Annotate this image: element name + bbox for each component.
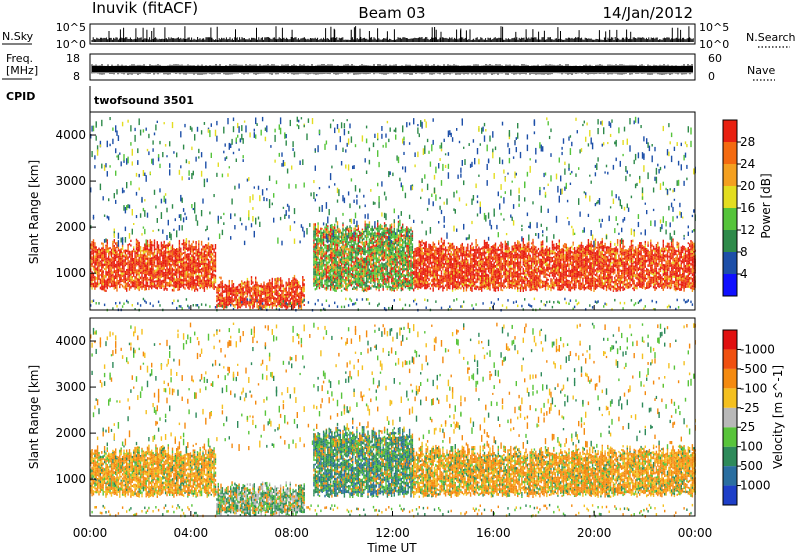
power-colorbar: 4 8 12 16 20 24 28: [722, 119, 755, 297]
colorbar-tick-label: 1000: [740, 479, 771, 493]
cpid-label: CPID: [6, 90, 35, 103]
colorbar-tick-label: 12: [740, 223, 755, 237]
x-axis-ticks: 00:00 04:00 08:00 12:00 16:00 20:00 00:00: [73, 305, 713, 540]
colorbar-segment: [723, 230, 737, 252]
beam-title: Beam 03: [358, 4, 425, 22]
x-tick-label: 00:00: [73, 526, 108, 540]
y-tick-label: 3000: [55, 380, 86, 394]
nsky-right-tick-bottom: 10^0: [699, 38, 729, 51]
colorbar-segment: [723, 252, 737, 274]
nave-tick-top: 60: [708, 52, 722, 65]
cpid-program: twofsound 3501: [94, 94, 194, 107]
colorbar-tick-label: 20: [740, 179, 755, 193]
colorbar-segment: [723, 349, 737, 369]
nsearch-label: N.Search: [746, 31, 796, 44]
colorbar-tick-label: 100: [740, 440, 763, 454]
colorbar-tick-label: -500: [740, 362, 767, 376]
colorbar-segment: [723, 446, 737, 467]
colorbar-tick-label: 28: [740, 135, 755, 149]
freq-left-tick-top: 18: [66, 52, 80, 65]
nsky-left-tick-top: 10^5: [56, 21, 86, 34]
colorbar-tick-label: 25: [740, 420, 755, 434]
colorbar-segment: [723, 330, 737, 350]
velocity-ylabel: Slant Range [km]: [27, 365, 41, 469]
colorbar-segment: [723, 186, 737, 208]
colorbar-tick-label: 500: [740, 459, 763, 473]
freq-unit: [MHz]: [6, 64, 38, 77]
colorbar-segment: [723, 427, 737, 447]
nsky-right-tick-top: 10^5: [699, 21, 729, 34]
colorbar-segment: [723, 368, 737, 389]
x-tick-label: 12:00: [375, 526, 410, 540]
velocity-colorbar-label: Velocity [m s^-1]: [771, 365, 785, 469]
freq-left-tick-bottom: 8: [73, 70, 80, 83]
date-title: 14/Jan/2012: [603, 4, 694, 22]
colorbar-tick-label: -25: [740, 401, 760, 415]
x-tick-label: 00:00: [678, 526, 713, 540]
y-tick-label: 1000: [55, 266, 86, 280]
colorbar-segment: [723, 388, 737, 408]
y-tick-label: 3000: [55, 174, 86, 188]
nsky-label: N.Sky: [2, 30, 34, 43]
velocity-colorbar: 1000 500 100 25 -25 -100 -500 -1000: [722, 329, 775, 506]
power-heatmap: [90, 116, 696, 312]
freq-label: Freq.: [6, 52, 33, 65]
colorbar-tick-label: 16: [740, 201, 755, 215]
colorbar-segment: [723, 164, 737, 186]
nave-tick-bottom: 0: [708, 70, 715, 83]
station-title: Inuvik (fitACF): [92, 0, 198, 17]
colorbar-tick-label: -100: [740, 381, 767, 395]
y-tick-label: 4000: [55, 128, 86, 142]
nsky-trace: [91, 26, 694, 42]
colorbar-frame: [722, 329, 738, 506]
x-tick-label: 04:00: [174, 526, 209, 540]
y-tick-label: 2000: [55, 220, 86, 234]
colorbar-tick-label: -1000: [740, 342, 775, 356]
x-tick-label: 08:00: [274, 526, 309, 540]
y-tick-label: 1000: [55, 472, 86, 486]
colorbar-segment: [723, 142, 737, 164]
colorbar-tick-label: 24: [740, 157, 755, 171]
x-axis-title: Time UT: [366, 541, 417, 554]
power-ylabel: Slant Range [km]: [27, 160, 41, 264]
colorbar-segment: [723, 120, 737, 142]
colorbar-segment: [723, 208, 737, 230]
colorbar-segment: [723, 274, 737, 296]
colorbar-segment: [723, 485, 737, 505]
colorbar-segment: [723, 407, 737, 428]
colorbar-segment: [723, 466, 737, 486]
power-colorbar-label: Power [dB]: [759, 173, 773, 238]
nsky-strip-frame: [89, 23, 696, 45]
freq-trace: [91, 64, 693, 75]
power-y-ticks: 1000 2000 3000 4000: [55, 128, 96, 280]
y-tick-label: 2000: [55, 426, 86, 440]
y-tick-label: 4000: [55, 334, 86, 348]
x-tick-label: 16:00: [476, 526, 511, 540]
colorbar-tick-label: 8: [740, 245, 748, 259]
velocity-y-ticks: 1000 2000 3000 4000: [55, 334, 96, 486]
nave-label: Nave: [747, 64, 775, 77]
colorbar-tick-label: 4: [740, 267, 748, 281]
velocity-heatmap: [90, 322, 696, 518]
x-tick-label: 20:00: [577, 526, 612, 540]
freq-strip-frame: [89, 53, 696, 81]
nsky-left-tick-bottom: 10^0: [56, 38, 86, 51]
